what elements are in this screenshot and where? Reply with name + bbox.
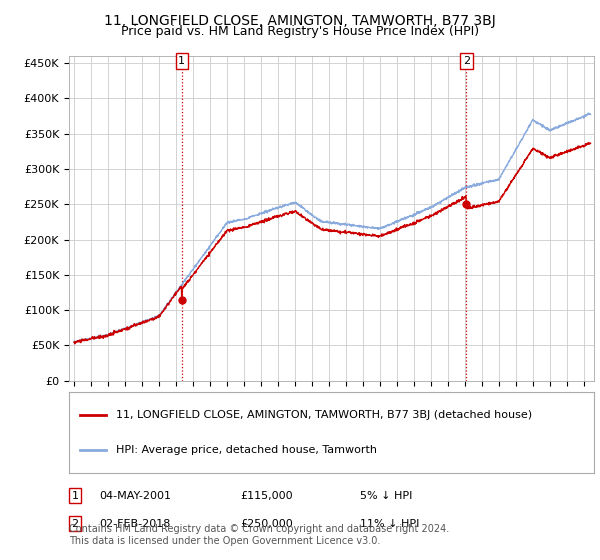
Text: HPI: Average price, detached house, Tamworth: HPI: Average price, detached house, Tamw… <box>116 445 377 455</box>
Text: 11, LONGFIELD CLOSE, AMINGTON, TAMWORTH, B77 3BJ (detached house): 11, LONGFIELD CLOSE, AMINGTON, TAMWORTH,… <box>116 410 532 420</box>
Text: 2: 2 <box>463 56 470 66</box>
Text: 02-FEB-2018: 02-FEB-2018 <box>99 519 170 529</box>
Text: Contains HM Land Registry data © Crown copyright and database right 2024.
This d: Contains HM Land Registry data © Crown c… <box>69 524 449 546</box>
Text: Price paid vs. HM Land Registry's House Price Index (HPI): Price paid vs. HM Land Registry's House … <box>121 25 479 38</box>
Text: 11% ↓ HPI: 11% ↓ HPI <box>360 519 419 529</box>
Text: £250,000: £250,000 <box>240 519 293 529</box>
Text: £115,000: £115,000 <box>240 491 293 501</box>
Text: 5% ↓ HPI: 5% ↓ HPI <box>360 491 412 501</box>
Text: 04-MAY-2001: 04-MAY-2001 <box>99 491 171 501</box>
Text: 11, LONGFIELD CLOSE, AMINGTON, TAMWORTH, B77 3BJ: 11, LONGFIELD CLOSE, AMINGTON, TAMWORTH,… <box>104 14 496 28</box>
Text: 2: 2 <box>71 519 79 529</box>
Text: 1: 1 <box>178 56 185 66</box>
Text: 1: 1 <box>71 491 79 501</box>
